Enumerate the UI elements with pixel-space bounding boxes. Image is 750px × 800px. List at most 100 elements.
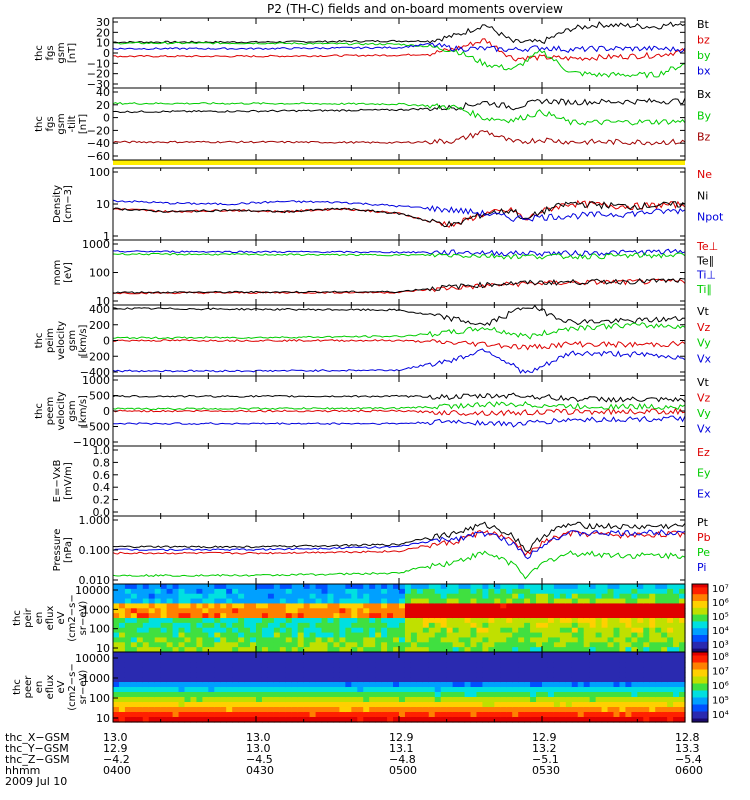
spectrogram-cell	[273, 657, 281, 663]
spectrogram-cell	[327, 598, 335, 605]
spectrogram-cell	[410, 632, 418, 639]
spectrogram-cell	[637, 632, 644, 639]
spectrogram-cell	[369, 613, 376, 619]
colorbar-segment	[692, 587, 708, 590]
spectrogram-cell	[428, 603, 436, 609]
spectrogram-cell	[512, 598, 519, 605]
spectrogram-cell	[184, 682, 192, 688]
spectrogram-cell	[357, 687, 364, 693]
colorbar-segment	[692, 643, 708, 646]
spectrogram-cell	[661, 697, 668, 703]
spectrogram-cell	[393, 593, 400, 600]
spectrogram-cell	[309, 647, 317, 653]
spectrogram-cell	[190, 632, 198, 639]
spectrogram-cell	[178, 593, 186, 600]
spectrogram-cell	[440, 622, 448, 629]
spectrogram-cell	[208, 637, 215, 643]
spectrogram-cell	[220, 682, 227, 688]
spectrogram-cell	[202, 647, 209, 653]
spectrogram-cell	[339, 707, 346, 713]
y-axis-label: [nPa]	[63, 537, 74, 563]
spectrogram-cell	[404, 697, 412, 703]
spectrogram-cell	[547, 608, 555, 614]
spectrogram-cell	[309, 584, 317, 590]
spectrogram-cell	[607, 677, 615, 683]
spectrogram-cell	[220, 627, 227, 634]
flag-bar	[113, 160, 685, 165]
spectrogram-cell	[357, 697, 364, 703]
spectrogram-cell	[226, 593, 233, 600]
spectrogram-cell	[583, 652, 591, 658]
spectrogram-cell	[220, 657, 227, 663]
spectrogram-cell	[661, 682, 668, 688]
spectrogram-cell	[285, 707, 293, 713]
spectrogram-cell	[363, 618, 370, 624]
spectrogram-cell	[571, 627, 579, 634]
spectrogram-cell	[357, 608, 364, 614]
spectrogram-cell	[321, 584, 329, 590]
spectrogram-cell	[547, 662, 555, 668]
spectrogram-cell	[476, 608, 484, 614]
spectrogram-cell	[208, 682, 215, 688]
spectrogram-cell	[518, 657, 525, 663]
spectrogram-cell	[667, 717, 674, 723]
spectrogram-cell	[643, 652, 650, 658]
colorbar-segment	[692, 720, 708, 723]
spectrogram-cell	[369, 657, 376, 663]
spectrogram-cell	[333, 598, 341, 605]
spectrogram-cell	[559, 598, 567, 605]
spectrogram-cell	[148, 682, 156, 688]
spectrogram-cell	[297, 702, 305, 708]
spectrogram-cell	[202, 667, 209, 673]
spectrogram-cell	[500, 687, 507, 693]
spectrogram-cell	[214, 647, 221, 653]
x-axis-row-label: 2009 Jul 10	[5, 775, 67, 788]
spectrogram-cell	[428, 613, 436, 619]
spectrogram-cell	[679, 662, 686, 668]
spectrogram-cell	[178, 697, 186, 703]
spectrogram-cell	[506, 647, 513, 653]
spectrogram-cell	[351, 687, 358, 693]
spectrogram-cell	[452, 637, 460, 643]
spectrogram-cell	[214, 618, 221, 624]
spectrogram-cell	[124, 618, 132, 624]
spectrogram-cell	[226, 677, 233, 683]
spectrogram-cell	[476, 672, 484, 678]
spectrogram-cell	[524, 632, 531, 639]
spectrogram-cell	[124, 672, 132, 678]
spectrogram-cell	[589, 702, 597, 708]
spectrogram-cell	[315, 593, 323, 600]
spectrogram-cell	[381, 637, 388, 643]
series-line-Pe	[112, 550, 686, 580]
spectrogram-cell	[250, 603, 257, 609]
spectrogram-cell	[196, 707, 203, 713]
spectrogram-cell	[476, 652, 484, 658]
spectrogram-cell	[256, 692, 263, 698]
spectrogram-cell	[470, 702, 478, 708]
spectrogram-cell	[261, 692, 269, 698]
spectrogram-cell	[595, 717, 603, 723]
spectrogram-cell	[166, 627, 174, 634]
spectrogram-cell	[637, 652, 644, 658]
spectrogram-cell	[613, 697, 621, 703]
spectrogram-cell	[446, 687, 454, 693]
spectrogram-cell	[297, 697, 305, 703]
spectrogram-cell	[607, 642, 615, 648]
spectrogram-cell	[542, 642, 549, 648]
spectrogram-cell	[571, 667, 579, 673]
spectrogram-cell	[375, 608, 382, 614]
spectrogram-cell	[428, 652, 436, 658]
spectrogram-cell	[267, 593, 275, 600]
spectrogram-cell	[679, 647, 686, 653]
spectrogram-cell	[261, 642, 269, 648]
spectrogram-cell	[488, 657, 495, 663]
spectrogram-cell	[142, 672, 150, 678]
spectrogram-cell	[226, 697, 233, 703]
spectrogram-cell	[667, 677, 674, 683]
spectrogram-cell	[631, 647, 638, 653]
spectrogram-cell	[333, 642, 341, 648]
spectrogram-cell	[196, 702, 203, 708]
spectrogram-cell	[559, 593, 567, 600]
spectrogram-cell	[589, 603, 597, 609]
